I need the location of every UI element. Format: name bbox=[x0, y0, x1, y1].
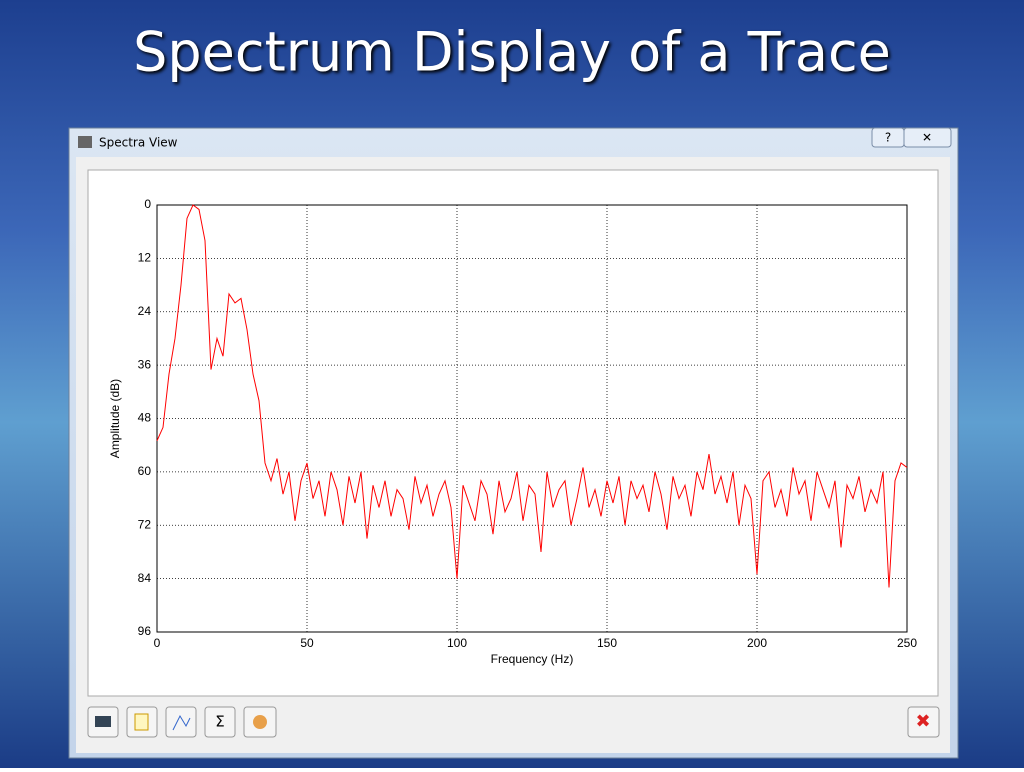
y-tick-label: 0 bbox=[144, 197, 151, 211]
chart-button[interactable] bbox=[165, 706, 197, 738]
x-tick-label: 200 bbox=[747, 636, 767, 650]
palette-icon bbox=[253, 715, 267, 729]
y-tick-label: 96 bbox=[138, 624, 152, 638]
close-dialog-button[interactable] bbox=[907, 706, 940, 738]
x-tick-label: 100 bbox=[447, 636, 467, 650]
y-axis-label: Amplitude (dB) bbox=[108, 379, 122, 458]
y-tick-label: 12 bbox=[138, 251, 152, 265]
slide-title: Spectrum Display of a Trace bbox=[133, 21, 891, 84]
chart-icon bbox=[172, 714, 191, 731]
x-tick-label: 150 bbox=[597, 636, 617, 650]
close-dialog-glyph: ✖ bbox=[915, 711, 930, 732]
close-button[interactable] bbox=[903, 127, 952, 148]
y-tick-label: 72 bbox=[138, 517, 152, 531]
sum-glyph: Σ bbox=[215, 713, 224, 731]
x-axis-label: Frequency (Hz) bbox=[491, 652, 574, 666]
y-tick-label: 48 bbox=[138, 411, 152, 425]
window-icon bbox=[78, 136, 92, 148]
y-tick-label: 60 bbox=[138, 464, 152, 478]
x-tick-label: 50 bbox=[300, 636, 314, 650]
y-tick-label: 36 bbox=[138, 357, 152, 371]
camera-icon bbox=[95, 716, 111, 727]
x-tick-label: 250 bbox=[897, 636, 917, 650]
y-tick-label: 24 bbox=[138, 304, 152, 318]
edit-icon bbox=[134, 713, 149, 731]
close-glyph: ✕ bbox=[922, 131, 932, 145]
y-tick-label: 84 bbox=[138, 571, 152, 585]
spectrum-line bbox=[156, 204, 908, 588]
x-tick-label: 0 bbox=[154, 636, 161, 650]
sum-button[interactable] bbox=[204, 706, 236, 738]
window-title: Spectra View bbox=[99, 136, 178, 150]
plot-frame bbox=[156, 204, 908, 633]
chart-panel bbox=[87, 169, 939, 697]
toolbar: Σ ✖ bbox=[87, 706, 940, 738]
help-glyph: ? bbox=[885, 131, 891, 145]
